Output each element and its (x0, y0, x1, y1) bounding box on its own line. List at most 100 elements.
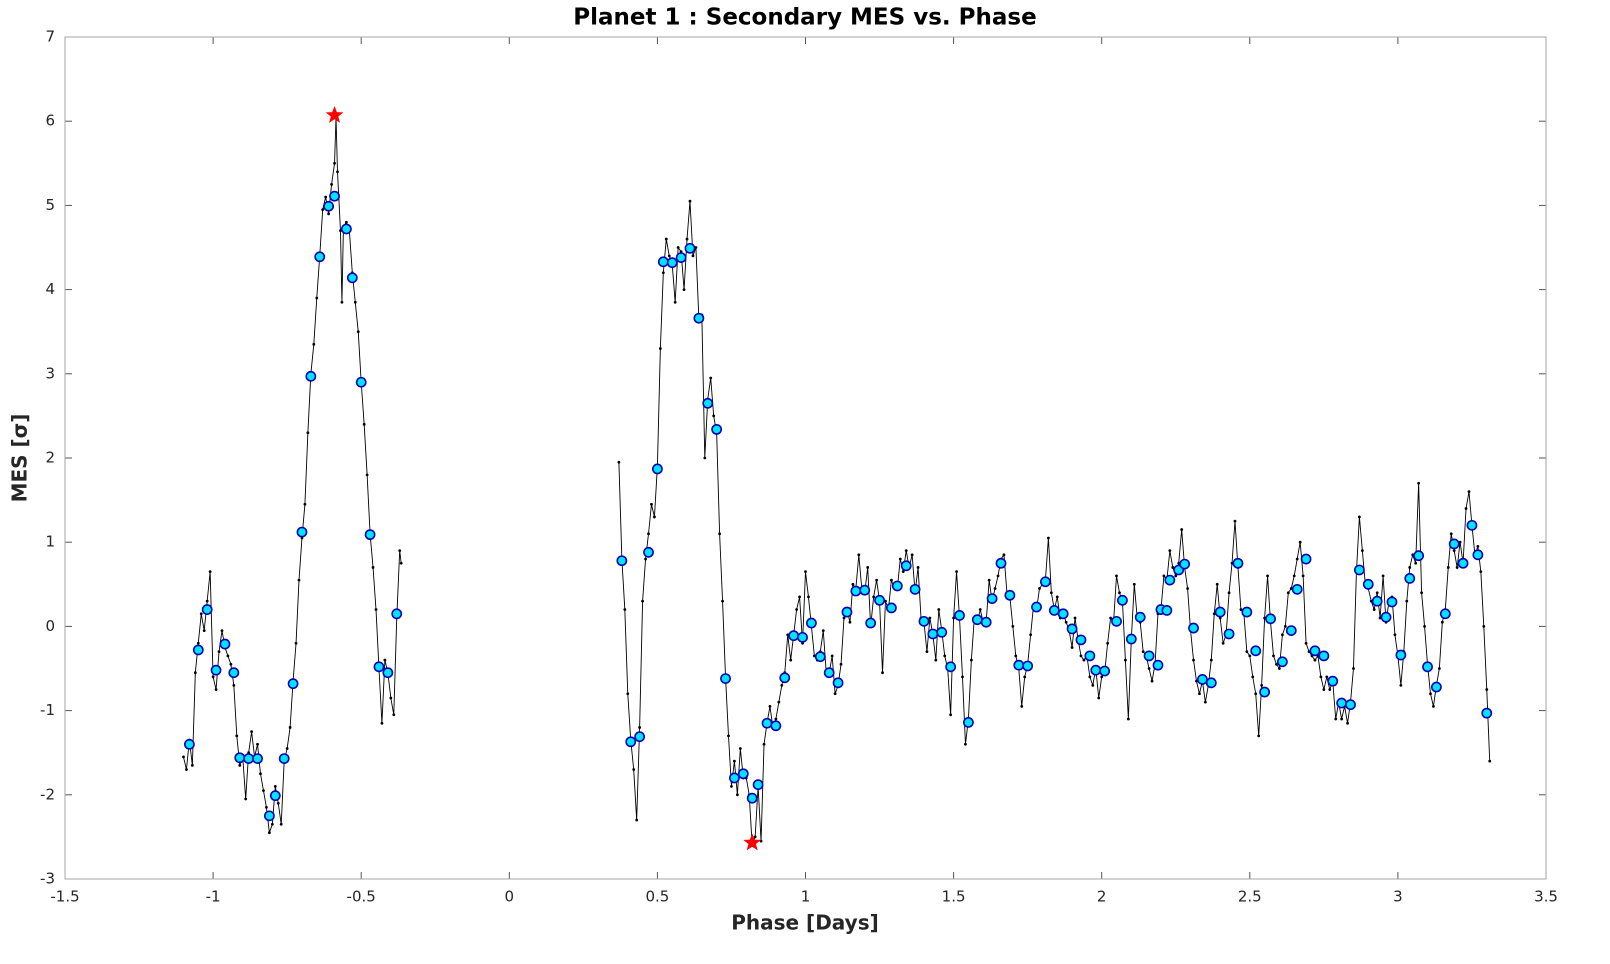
binned-point (806, 617, 817, 629)
data-dot (380, 721, 384, 725)
y-tick-label: 3 (45, 364, 55, 382)
data-dot (682, 288, 686, 291)
data-dot (943, 654, 947, 658)
data-dot (910, 553, 914, 557)
binned-point (192, 644, 204, 656)
y-tick-label: 1 (45, 533, 55, 551)
data-dot (1055, 595, 1059, 599)
binned-point (891, 580, 903, 592)
data-dot (1292, 574, 1296, 578)
data-dot (327, 212, 331, 216)
binned-point (945, 661, 957, 673)
y-tick-label: -1 (40, 701, 55, 719)
binned-point (234, 752, 246, 764)
data-dot (875, 578, 878, 582)
binned-point (1300, 553, 1312, 565)
binned-point (1164, 574, 1176, 586)
data-dot (673, 300, 677, 304)
data-dot (730, 784, 733, 788)
binned-point (761, 717, 773, 729)
data-dot (190, 763, 194, 767)
data-dot (718, 532, 722, 536)
data-dot (848, 620, 852, 624)
binned-point (652, 463, 663, 475)
data-dot (1123, 658, 1127, 662)
binned-point (1205, 677, 1217, 689)
data-dot (1467, 490, 1471, 494)
binned-point (927, 628, 939, 640)
binned-point (971, 614, 983, 626)
data-dot (279, 822, 283, 826)
data-dot (353, 300, 357, 304)
data-dot (1251, 675, 1255, 679)
data-dot (1091, 683, 1095, 687)
data-dot (661, 271, 665, 275)
binned-point (1013, 659, 1025, 671)
data-dot (1286, 591, 1290, 595)
binned-point (1031, 601, 1042, 613)
data-dot (833, 692, 837, 696)
binned-point (1353, 564, 1365, 576)
data-dot (398, 549, 402, 553)
data-dot (866, 566, 870, 569)
binned-point (252, 753, 263, 764)
data-dot (303, 502, 307, 506)
binned-point (1048, 605, 1060, 616)
plot-frame (64, 36, 1547, 880)
data-dot (798, 595, 801, 599)
binned-point (1457, 557, 1469, 569)
data-dot (1029, 633, 1033, 637)
data-dot (1372, 608, 1376, 611)
data-dot (1393, 633, 1397, 637)
extremum-star (743, 833, 762, 851)
data-dot (961, 675, 964, 679)
data-dot (238, 763, 242, 767)
binned-point (616, 555, 628, 567)
binned-point (391, 608, 403, 620)
data-dot (1275, 662, 1278, 666)
data-dot (1260, 683, 1264, 687)
data-dot (1079, 654, 1083, 658)
x-tick-label: 2.5 (1238, 888, 1262, 906)
data-dot (270, 822, 274, 826)
binned-point (305, 370, 317, 382)
data-dot (780, 683, 784, 687)
binned-point (1404, 573, 1416, 584)
data-dot (199, 612, 203, 616)
binned-point (340, 223, 352, 235)
data-dot (901, 570, 905, 574)
data-dot (1198, 692, 1201, 696)
data-dot (235, 734, 239, 738)
data-dot (857, 553, 861, 557)
binned-point (1336, 697, 1348, 709)
binned-point (1066, 623, 1078, 635)
data-dot (1334, 717, 1338, 721)
data-dot (297, 578, 301, 582)
data-dot (1209, 658, 1213, 662)
binned-point (1197, 674, 1208, 685)
data-dot (1278, 667, 1281, 670)
data-dot (399, 561, 403, 565)
y-tick-label: 4 (45, 280, 55, 298)
y-tick-label: 5 (45, 196, 55, 214)
data-dot (1304, 641, 1308, 645)
axes-layer: -1.5 -1 -0.5 0 0.5 1 1.5 2 2.5 3 3.5 -3 -2 -1 0 1 2 3 4 5 6 7 (40, 28, 1558, 906)
binned-point (263, 810, 275, 822)
x-tick-label: -1 (206, 888, 221, 906)
binned-point (936, 626, 948, 638)
data-dot (205, 599, 209, 603)
binned-point (287, 678, 299, 690)
data-dot (1168, 549, 1172, 553)
x-tick-label: 1 (801, 888, 811, 906)
x-tick-label: 0 (505, 888, 515, 906)
data-dot (374, 608, 378, 611)
data-dot (635, 818, 639, 822)
data-dot (795, 608, 799, 611)
binned-point (737, 768, 749, 780)
data-dot (691, 254, 695, 258)
binned-point (210, 664, 222, 676)
data-dot (1100, 675, 1104, 679)
data-dot (789, 658, 793, 662)
data-dot (306, 431, 310, 435)
